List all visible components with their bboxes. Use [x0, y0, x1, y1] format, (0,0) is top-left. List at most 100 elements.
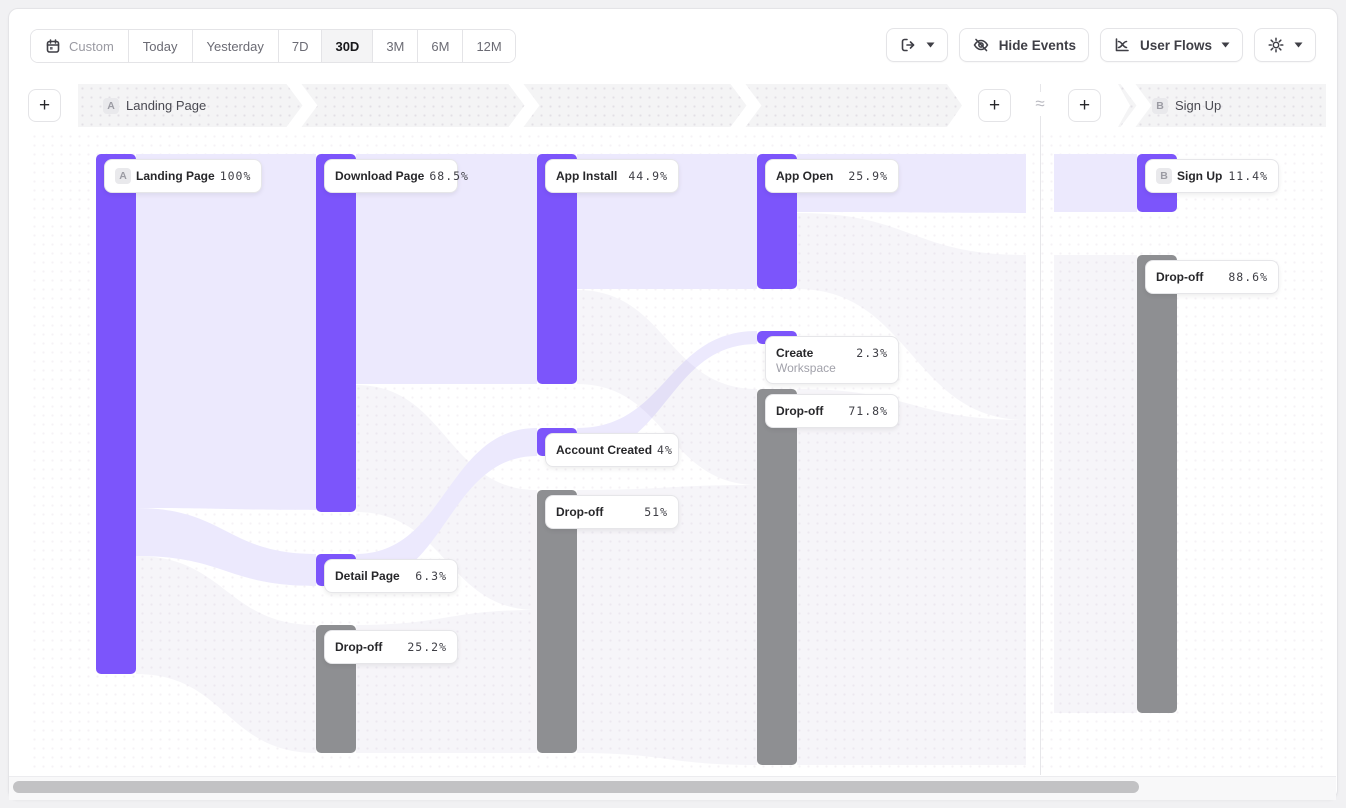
step-chevron-icon	[1120, 84, 1152, 127]
add-step-button-left[interactable]: +	[28, 89, 61, 122]
node-label: Detail Page	[335, 569, 400, 583]
flow-node-card-sign-up[interactable]: B Sign Up 11.4%	[1145, 159, 1279, 193]
toolbar-actions: Hide Events User Flows	[885, 28, 1316, 62]
node-percentage: 2.3%	[856, 345, 888, 360]
node-percentage: 68.5%	[429, 169, 469, 183]
node-badge-b: B	[1156, 168, 1172, 184]
node-percentage: 6.3%	[415, 569, 447, 583]
add-step-button-flow-b-start[interactable]: +	[1068, 89, 1101, 122]
flow-link-landing-page-to-drop-off-1[interactable]	[136, 556, 316, 753]
node-percentage: 25.2%	[407, 640, 447, 654]
flow-b-step-band[interactable]: B Sign Up	[1118, 84, 1326, 127]
add-step-button-flow-a-end[interactable]: +	[978, 89, 1011, 122]
date-range-today[interactable]: Today	[127, 30, 192, 62]
flow-node-card-landing-page[interactable]: A Landing Page 100%	[104, 159, 263, 193]
node-percentage: 100%	[219, 169, 252, 183]
node-percentage: 4%	[657, 443, 673, 457]
node-label: Create	[776, 345, 814, 360]
calendar-icon	[45, 38, 61, 54]
user-flows-button[interactable]: User Flows	[1099, 28, 1243, 62]
flow-b-badge: B	[1152, 97, 1168, 114]
scrollbar-thumb[interactable]	[13, 781, 1139, 793]
hide-events-button[interactable]: Hide Events	[958, 28, 1089, 62]
node-label: Download Page	[335, 169, 425, 183]
node-label: App Open	[776, 169, 834, 183]
flow-link-drop-off-3-to-drop-off-4[interactable]	[797, 389, 1026, 765]
flow-connector-symbol: ≈	[1028, 92, 1052, 116]
node-badge-a: A	[115, 168, 131, 184]
node-percentage: 11.4%	[1228, 169, 1268, 183]
flow-link-drop-off-2-to-drop-off-3[interactable]	[577, 485, 757, 765]
flow-node-card-account-created[interactable]: Account Created 4%	[545, 433, 679, 467]
node-label: Drop-off	[335, 640, 383, 654]
node-label: Landing Page	[136, 169, 215, 183]
eye-off-icon	[972, 36, 990, 54]
node-label: Drop-off	[556, 505, 604, 519]
node-percentage: 44.9%	[628, 169, 668, 183]
flows-chart-icon	[1113, 36, 1131, 54]
flow-link-landing-page-to-detail-page[interactable]	[136, 508, 316, 586]
settings-button[interactable]	[1254, 28, 1316, 62]
node-percentage: 25.9%	[848, 169, 888, 183]
date-range-7d[interactable]: 7D	[277, 30, 322, 62]
date-range-selector: Custom Today Yesterday 7D 30D 3M 6M 12M	[30, 29, 516, 63]
export-button[interactable]	[885, 28, 948, 62]
flow-b-label: B Sign Up	[1152, 97, 1222, 114]
step-chevron-icon	[290, 84, 316, 127]
node-label-line2: Workspace	[776, 360, 836, 375]
hide-events-label: Hide Events	[998, 37, 1076, 53]
flow-a-label: A Landing Page	[103, 98, 206, 114]
node-label: Drop-off	[1156, 270, 1204, 284]
date-range-30d[interactable]: 30D	[321, 30, 373, 62]
flow-node-bar-landing-page[interactable]	[96, 154, 136, 674]
gear-icon	[1267, 36, 1285, 54]
flow-a-badge: A	[103, 98, 119, 114]
date-range-6m[interactable]: 6M	[417, 30, 463, 62]
node-percentage: 88.6%	[1228, 270, 1268, 284]
flow-node-card-app-install[interactable]: App Install 44.9%	[545, 159, 679, 193]
export-icon	[899, 36, 917, 54]
flow-a-step-band[interactable]: A Landing Page	[78, 84, 962, 127]
flow-node-bar-drop-off-2[interactable]	[537, 490, 577, 753]
flow-node-card-drop-off-1[interactable]: Drop-off 25.2%	[324, 630, 458, 664]
chevron-down-icon	[1294, 42, 1303, 48]
flow-node-bar-drop-off-4[interactable]	[1137, 255, 1177, 713]
flow-b-step-name: Sign Up	[1175, 98, 1222, 113]
chevron-down-icon	[1221, 42, 1230, 48]
flow-node-card-download-page[interactable]: Download Page 68.5%	[324, 159, 468, 193]
chevron-down-icon	[926, 42, 935, 48]
flow-node-card-drop-off-3[interactable]: Drop-off 71.8%	[765, 394, 899, 428]
flow-node-bar-download-page[interactable]	[316, 154, 356, 512]
flow-node-card-detail-page[interactable]: Detail Page 6.3%	[324, 559, 458, 593]
step-chevron-icon	[734, 84, 760, 127]
flow-link-landing-page-to-download-page[interactable]	[136, 154, 316, 510]
date-range-3m[interactable]: 3M	[372, 30, 418, 62]
flow-link-app-open-to-drop-off-4[interactable]	[797, 213, 1026, 420]
date-range-12m[interactable]: 12M	[462, 30, 515, 62]
flow-link-app-install-to-drop-off-3[interactable]	[577, 290, 757, 485]
flow-node-card-drop-off-4[interactable]: Drop-off 88.6%	[1145, 260, 1279, 294]
horizontal-scrollbar[interactable]	[9, 776, 1336, 800]
step-chevron-icon	[512, 84, 538, 127]
node-label: Drop-off	[776, 404, 824, 418]
view-mode-label: User Flows	[1139, 37, 1212, 53]
flow-node-bar-drop-off-3[interactable]	[757, 389, 797, 765]
flow-a-step-name: Landing Page	[126, 98, 207, 113]
flow-node-card-app-open[interactable]: App Open 25.9%	[765, 159, 899, 193]
node-percentage: 51%	[644, 505, 668, 519]
flow-node-card-drop-off-2[interactable]: Drop-off 51%	[545, 495, 679, 529]
flow-link-app-open-to-drop-off-4[interactable]	[1054, 255, 1137, 713]
node-label: Sign Up	[1177, 169, 1223, 183]
flow-node-card-create-workspace[interactable]: Create 2.3% Workspace	[765, 336, 899, 384]
node-label: App Install	[556, 169, 618, 183]
date-range-label: Custom	[69, 38, 114, 54]
flow-link-download-page-to-app-install[interactable]	[356, 154, 537, 384]
flow-link-detail-page-to-account-created[interactable]	[356, 428, 537, 586]
date-range-yesterday[interactable]: Yesterday	[191, 30, 278, 62]
node-label: Account Created	[556, 443, 653, 457]
flow-link-app-open-to-sign-up[interactable]	[1054, 154, 1137, 212]
flow-link-account-created-to-create-workspace[interactable]	[577, 331, 757, 456]
date-range-custom[interactable]: Custom	[31, 30, 128, 62]
node-percentage: 71.8%	[848, 404, 888, 418]
